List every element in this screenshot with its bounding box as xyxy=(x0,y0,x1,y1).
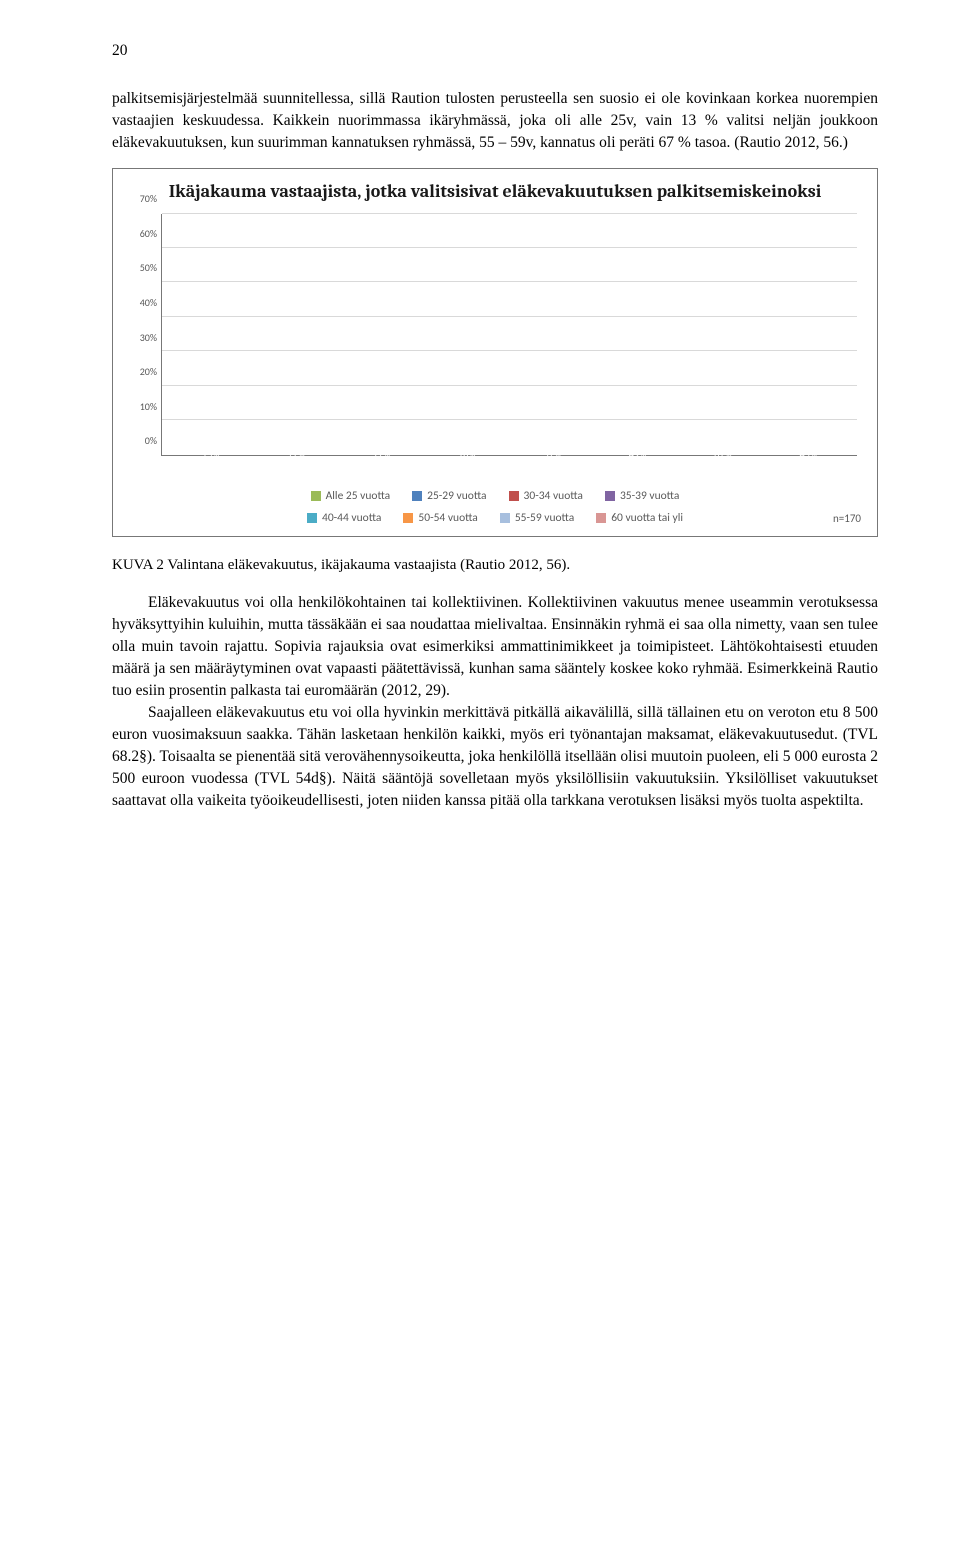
plot: 13%17%17%28%37%49%67%45% xyxy=(161,214,857,456)
legend-swatch xyxy=(605,491,615,501)
y-axis: 0%10%20%30%40%50%60%70% xyxy=(127,214,161,456)
legend-label: 60 vuotta tai yli xyxy=(611,510,683,526)
legend-swatch xyxy=(412,491,422,501)
legend-label: 55-59 vuotta xyxy=(515,510,574,526)
legend-item: 40-44 vuotta xyxy=(307,510,381,526)
bar-value-label: 67% xyxy=(696,447,750,461)
body-paragraph-2: Saajalleen eläkevakuutus etu voi olla hy… xyxy=(112,702,878,812)
y-tick-label: 50% xyxy=(140,261,157,275)
bar-value-label: 17% xyxy=(269,447,323,461)
y-tick-label: 0% xyxy=(145,434,157,448)
legend-swatch xyxy=(403,513,413,523)
legend-label: 40-44 vuotta xyxy=(322,510,381,526)
legend-item: 55-59 vuotta xyxy=(500,510,574,526)
y-tick-label: 70% xyxy=(140,192,157,206)
legend-label: 25-29 vuotta xyxy=(427,488,486,504)
bar-chart: Ikäjakauma vastaajista, jotka valitsisiv… xyxy=(112,168,878,537)
legend: Alle 25 vuotta 25-29 vuotta 30-34 vuotta 35… xyxy=(127,484,863,529)
legend-item: 50-54 vuotta xyxy=(403,510,477,526)
bars-container: 13%17%17%28%37%49%67%45% xyxy=(162,214,857,455)
legend-swatch xyxy=(500,513,510,523)
bar-value-label: 17% xyxy=(354,447,408,461)
bar-value-label: 13% xyxy=(184,447,238,461)
legend-label: 30-34 vuotta xyxy=(524,488,583,504)
y-tick-label: 40% xyxy=(140,296,157,310)
legend-item: 30-34 vuotta xyxy=(509,488,583,504)
legend-label: 50-54 vuotta xyxy=(418,510,477,526)
y-tick-label: 60% xyxy=(140,227,157,241)
bar-value-label: 49% xyxy=(611,447,665,461)
caption-prefix: KUVA 2 xyxy=(112,557,167,573)
legend-label: Alle 25 vuotta xyxy=(326,488,390,504)
y-tick-label: 30% xyxy=(140,331,157,345)
legend-item: 35-39 vuotta xyxy=(605,488,679,504)
chart-plot-area: 0%10%20%30%40%50%60%70% 13%17%17%28%37%4… xyxy=(161,214,857,474)
page-number: 20 xyxy=(112,40,878,62)
figure-caption: KUVA 2 Valintana eläkevakuutus, ikäjakau… xyxy=(112,555,878,576)
legend-swatch xyxy=(509,491,519,501)
legend-item: 25-29 vuotta xyxy=(412,488,486,504)
caption-text: Valintana eläkevakuutus, ikäjakauma vast… xyxy=(167,557,570,573)
legend-swatch xyxy=(311,491,321,501)
intro-paragraph: palkitsemisjärjestelmää suunnitellessa, … xyxy=(112,88,878,154)
legend-note: n=170 xyxy=(833,511,861,527)
legend-swatch xyxy=(596,513,606,523)
legend-row: 40-44 vuotta 50-54 vuotta 55-59 vuotta 60 v… xyxy=(127,510,863,526)
y-tick-label: 10% xyxy=(140,400,157,414)
chart-title: Ikäjakauma vastaajista, jotka valitsisiv… xyxy=(127,181,863,204)
bar-value-label: 45% xyxy=(781,447,835,461)
legend-swatch xyxy=(307,513,317,523)
bar-value-label: 37% xyxy=(525,447,579,461)
body-paragraph-1: Eläkevakuutus voi olla henkilökohtainen … xyxy=(112,592,878,702)
legend-label: 35-39 vuotta xyxy=(620,488,679,504)
legend-item: 60 vuotta tai yli xyxy=(596,510,683,526)
legend-item: Alle 25 vuotta xyxy=(311,488,390,504)
bar-value-label: 28% xyxy=(440,447,494,461)
legend-row: Alle 25 vuotta 25-29 vuotta 30-34 vuotta 35… xyxy=(127,488,863,504)
y-tick-label: 20% xyxy=(140,365,157,379)
